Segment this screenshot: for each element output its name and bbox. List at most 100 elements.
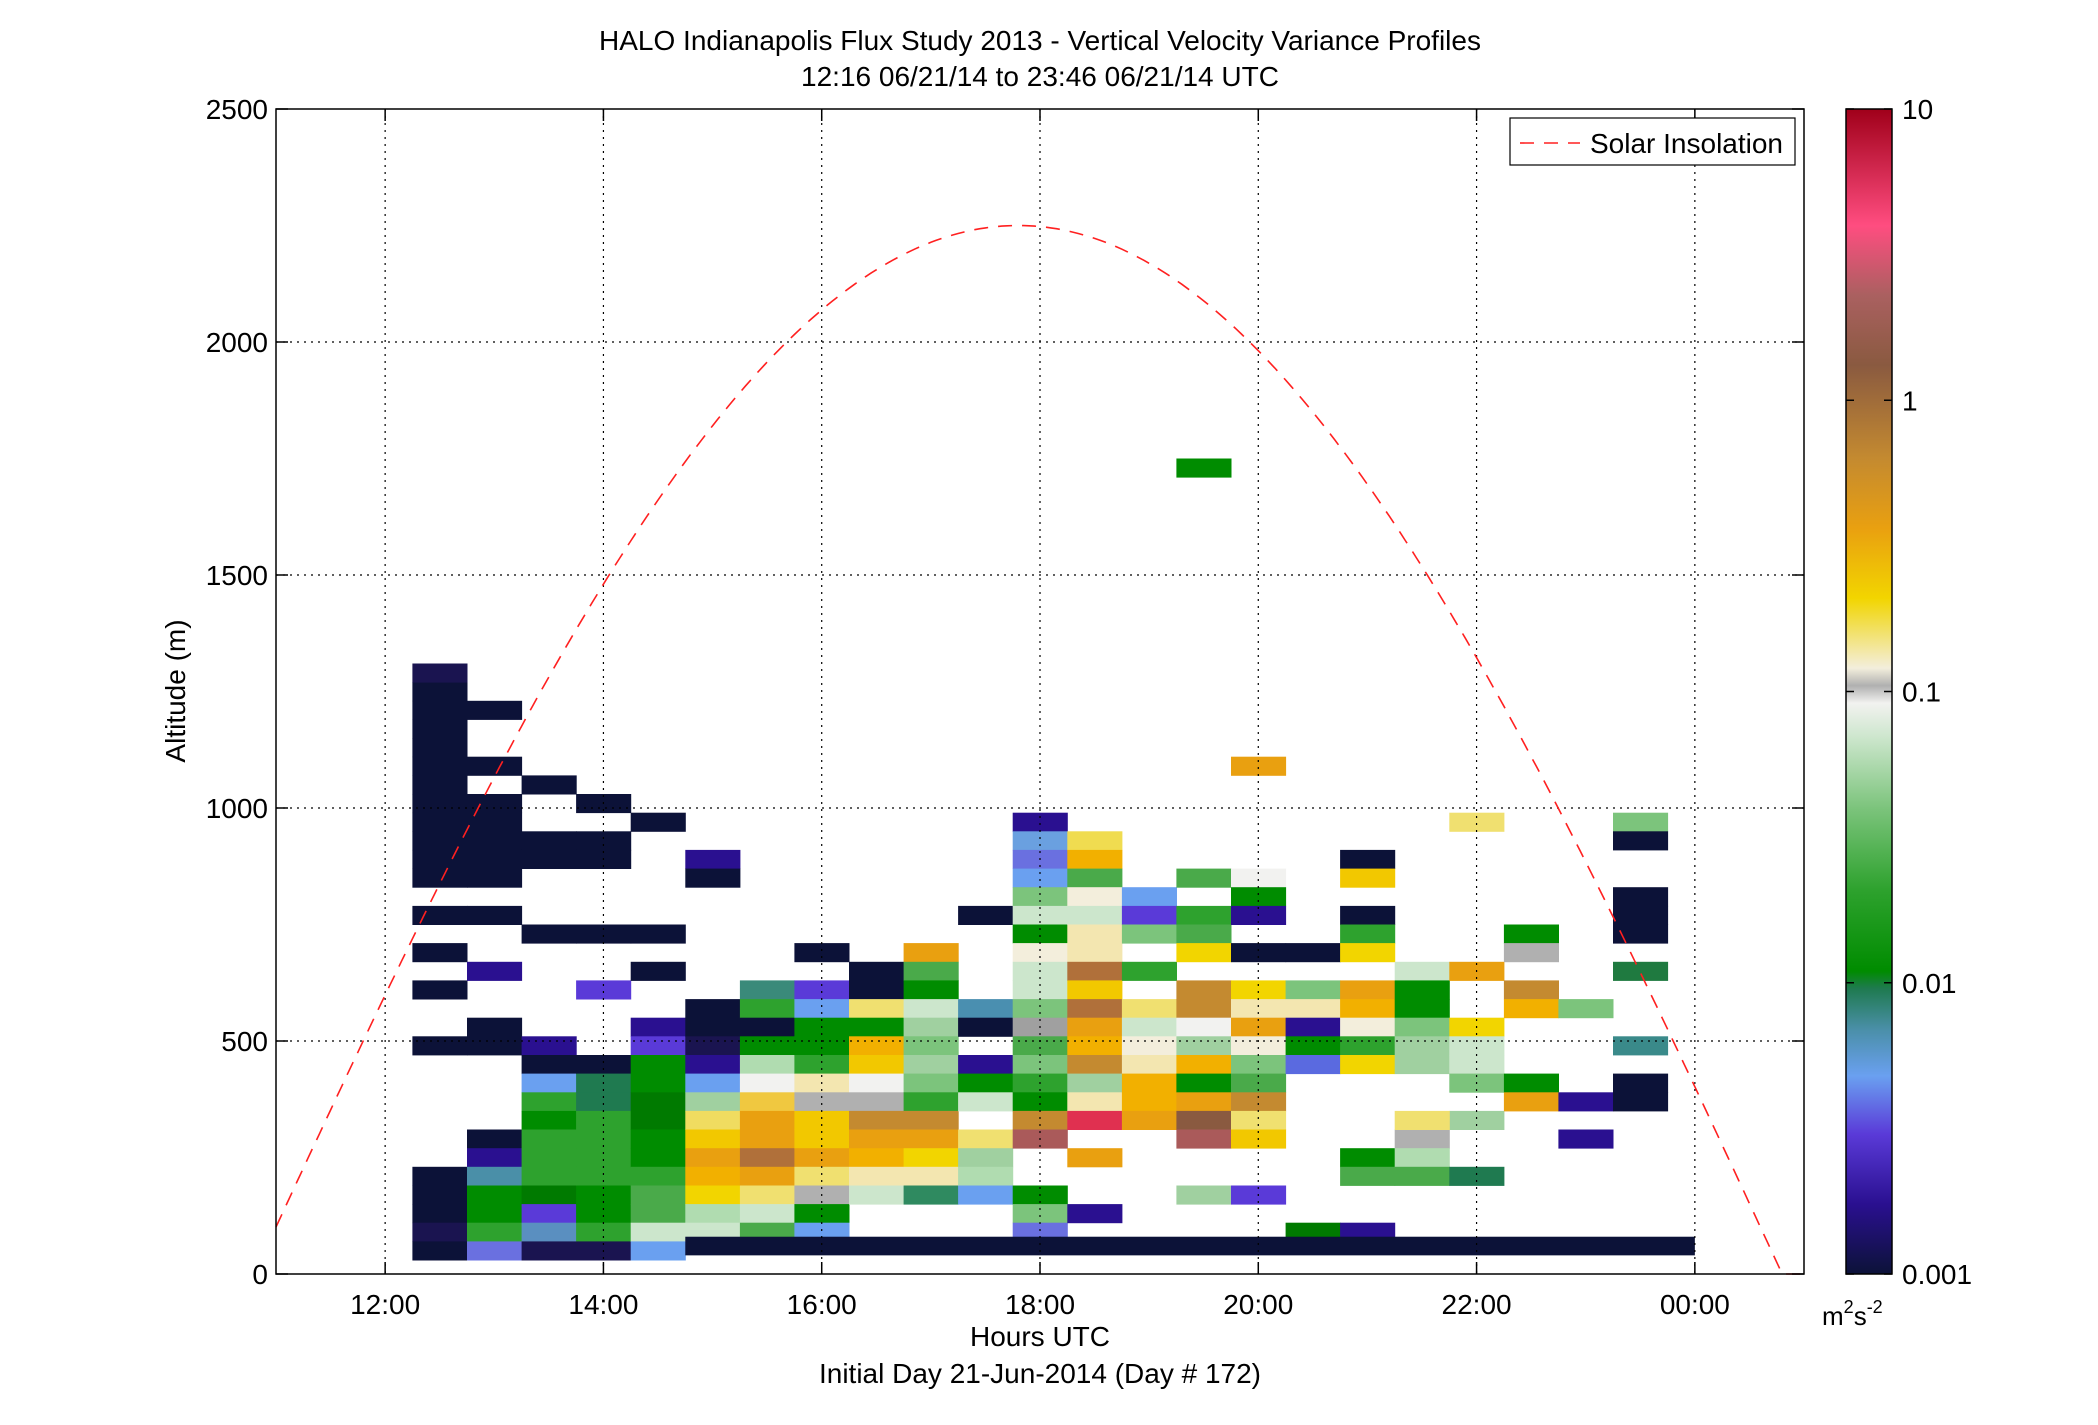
heatmap-cell (1613, 831, 1669, 851)
heatmap-cell (1285, 1055, 1341, 1075)
heatmap-cell (467, 1036, 523, 1056)
heatmap-cell (1067, 905, 1123, 925)
heatmap-cell (1231, 1110, 1287, 1130)
heatmap-cell (903, 961, 959, 981)
heatmap-cell (1394, 1017, 1450, 1037)
x-axis-ticks: 12:00 14:00 16:00 18:00 20:00 22:00 00:00 (350, 109, 1730, 1320)
legend-label: Solar Insolation (1590, 128, 1783, 159)
heatmap-cell (1176, 1129, 1232, 1149)
heatmap-cell (467, 794, 523, 814)
heatmap-cell (739, 1148, 795, 1168)
heatmap-cell (739, 1055, 795, 1075)
heatmap-cell (1012, 887, 1068, 907)
heatmap-cell (1394, 1129, 1450, 1149)
heatmap-cell (1394, 961, 1450, 981)
heatmap-cell (467, 905, 523, 925)
x-tick-label: 16:00 (787, 1289, 857, 1320)
heatmap-cell (412, 812, 468, 832)
legend: Solar Insolation (1509, 117, 1796, 166)
heatmap-cell (576, 1222, 632, 1242)
heatmap-cell (1231, 1055, 1287, 1075)
heatmap-cell (903, 1148, 959, 1168)
heatmap-cell (739, 1017, 795, 1037)
heatmap-cell (412, 1204, 468, 1224)
solar-insolation-curve (275, 224, 1804, 1275)
colorbar-unit-s: s (1854, 1301, 1867, 1331)
heatmap-cell (1340, 868, 1396, 888)
heatmap-cell (1613, 1036, 1669, 1056)
heatmap-cell (467, 1241, 523, 1261)
heatmap-cell (1558, 999, 1614, 1019)
heatmap-cell (794, 1148, 850, 1168)
heatmap-cell (794, 1110, 850, 1130)
heatmap-cell (576, 1166, 632, 1186)
heatmap-cell (412, 756, 468, 776)
heatmap-cell (849, 1185, 905, 1205)
heatmap-cell (685, 1055, 741, 1075)
heatmap-cell (521, 1204, 577, 1224)
heatmap-cell (903, 1055, 959, 1075)
heatmap-cell (958, 1055, 1014, 1075)
heatmap-cell (576, 831, 632, 851)
heatmap-cell (903, 999, 959, 1019)
heatmap-cell (1340, 849, 1396, 869)
heatmap-cell (576, 1055, 632, 1075)
heatmap-cell (630, 812, 686, 832)
heatmap-cell (1503, 1073, 1559, 1093)
heatmap-cell (1231, 756, 1287, 776)
heatmap-cell (739, 1185, 795, 1205)
heatmap-cell (1449, 1055, 1505, 1075)
heatmap-cell (794, 980, 850, 1000)
heatmap-cell (1340, 905, 1396, 925)
y-tick-label: 500 (221, 1026, 268, 1057)
heatmap-cell (958, 1129, 1014, 1149)
heatmap-cell (1067, 961, 1123, 981)
heatmap-cell (1067, 1017, 1123, 1037)
heatmap-cell (1067, 1055, 1123, 1075)
heatmap-cell (576, 1110, 632, 1130)
heatmap-cell (467, 1185, 523, 1205)
x-tick-label: 14:00 (568, 1289, 638, 1320)
heatmap-cell (521, 1129, 577, 1149)
heatmap-cell (958, 905, 1014, 925)
heatmap-cell (1067, 868, 1123, 888)
heatmap-cell (1067, 1110, 1123, 1130)
heatmap-cell (739, 1166, 795, 1186)
heatmap-cell (849, 1017, 905, 1037)
heatmap-cell (1067, 887, 1123, 907)
heatmap-cell (1176, 980, 1232, 1000)
heatmap-cell (467, 961, 523, 981)
colorbar-unit-exp2: -2 (1867, 1297, 1883, 1317)
heatmap-cell (630, 1185, 686, 1205)
heatmap-cell (1231, 887, 1287, 907)
heatmap-cell (467, 1148, 523, 1168)
heatmap-cell (1176, 924, 1232, 944)
heatmap-cell (794, 1092, 850, 1112)
y-axis-label: Altitude (m) (160, 619, 191, 762)
heatmap-cell (412, 719, 468, 739)
heatmap-cell (1121, 1055, 1177, 1075)
heatmap-cell (1503, 999, 1559, 1019)
heatmap-cell (958, 1092, 1014, 1112)
heatmap-cell (1176, 1036, 1232, 1056)
heatmap-cell (1285, 980, 1341, 1000)
heatmap-cell (1394, 1036, 1450, 1056)
colorbar-tick-label: 0.01 (1902, 968, 1957, 999)
colorbar-tick-label: 0.001 (1902, 1259, 1972, 1290)
heatmap-cell (1394, 980, 1450, 1000)
heatmap-cell (467, 831, 523, 851)
heatmap-cell (849, 1036, 905, 1056)
heatmap-cell (849, 1055, 905, 1075)
heatmap-cell (739, 1036, 795, 1056)
heatmap-cell (630, 1036, 686, 1056)
heatmap-cell (1121, 1017, 1177, 1037)
x-axis-sublabel: Initial Day 21-Jun-2014 (Day # 172) (819, 1358, 1261, 1389)
heatmap-cell (1067, 849, 1123, 869)
heatmap-cell (630, 1148, 686, 1168)
heatmap-cell (794, 1036, 850, 1056)
heatmap-cell (1613, 1092, 1669, 1112)
heatmap-cell (521, 775, 577, 795)
heatmap-cell (1340, 1036, 1396, 1056)
heatmap-cell (1394, 1055, 1450, 1075)
